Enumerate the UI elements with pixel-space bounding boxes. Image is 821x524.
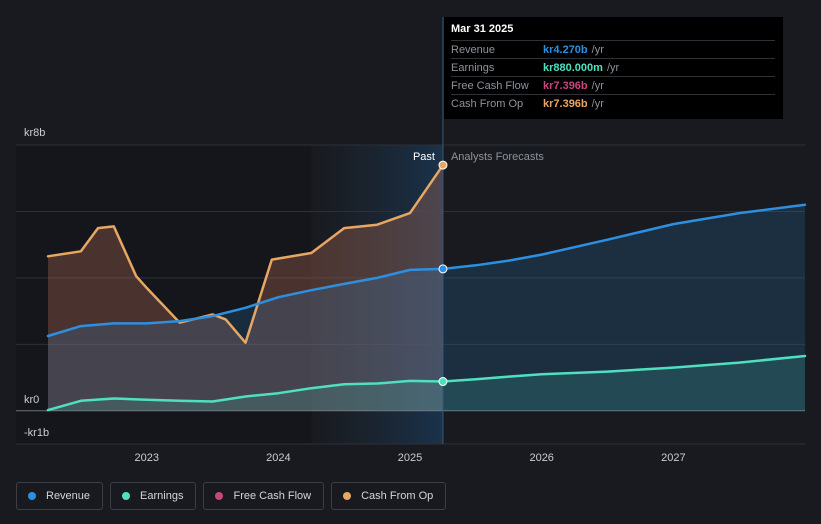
x-tick-label: 2027 [661,452,685,464]
tooltip-label: Revenue [451,43,496,56]
tooltip-value: kr4.270b [543,43,588,56]
earnings-marker [438,377,448,387]
tooltip-row-revenue: Revenue kr4.270b /yr [451,40,775,58]
legend-label: Revenue [46,490,91,502]
tooltip-row-free-cash-flow: Free Cash Flow kr7.396b /yr [451,76,775,94]
y-tick-label: kr0 [24,394,39,406]
tooltip-value: kr7.396b [543,79,588,92]
tooltip-label: Cash From Op [451,97,524,110]
legend: Revenue Earnings Free Cash Flow Cash Fro… [16,482,447,510]
revenue-area [48,204,805,411]
tooltip-unit: /yr [606,61,620,74]
free-cash-flow-dot-icon [215,492,224,500]
tooltip-unit: /yr [591,43,604,56]
tooltip: Mar 31 2025 Revenue kr4.270b /yr Earning… [444,17,783,119]
legend-item-revenue[interactable]: Revenue [16,482,104,510]
legend-label: Earnings [140,490,184,502]
x-tick-label: 2025 [398,452,422,464]
tooltip-label: Earnings [451,61,495,74]
legend-label: Free Cash Flow [233,490,312,502]
revenue-marker [438,264,448,274]
cash-from-op-marker [438,160,448,170]
tooltip-value: kr880.000m [543,61,603,74]
legend-label: Cash From Op [361,490,434,502]
tooltip-row-cash-from-op: Cash From Op kr7.396b /yr [451,94,775,112]
tooltip-value: kr7.396b [543,97,588,110]
forecast-label: Analysts Forecasts [451,151,544,163]
x-tick-label: 2024 [266,452,290,464]
earnings-dot-icon [122,492,131,500]
cash-from-op-line [46,163,445,344]
earnings-line [46,354,807,412]
y-tick-label: kr8b [24,127,45,139]
revenue-dot-icon [28,492,36,500]
legend-item-cash-from-op[interactable]: Cash From Op [331,482,447,510]
cash-from-op-dot-icon [343,492,352,500]
earnings-area [48,356,805,411]
revenue-line [46,203,807,338]
tooltip-unit: /yr [591,79,604,92]
cash-from-op-area [48,165,443,411]
tooltip-date: Mar 31 2025 [451,23,514,35]
y-tick-label: -kr1b [24,427,49,439]
tooltip-label: Free Cash Flow [451,79,529,92]
legend-item-free-cash-flow[interactable]: Free Cash Flow [203,482,325,510]
tooltip-unit: /yr [591,97,604,110]
x-tick-label: 2026 [529,452,553,464]
x-tick-label: 2023 [134,452,158,464]
past-label: Past [413,151,435,163]
past-region-shade [311,145,443,444]
tooltip-row-earnings: Earnings kr880.000m /yr [451,58,775,76]
legend-item-earnings[interactable]: Earnings [110,482,197,510]
